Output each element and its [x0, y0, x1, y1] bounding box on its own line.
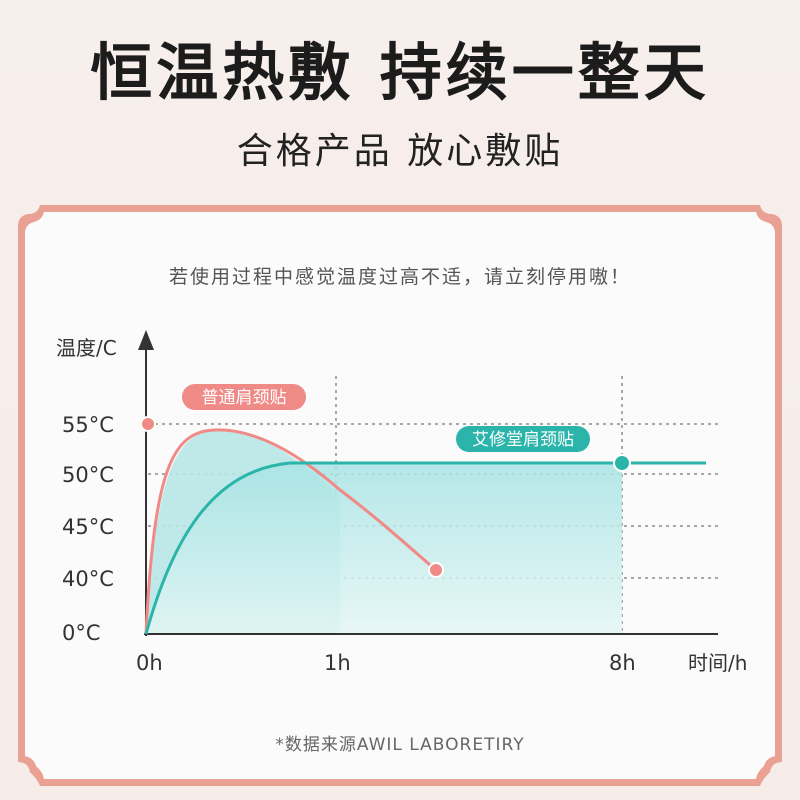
- legend-aixiutang-label: 艾修堂肩颈贴: [472, 430, 574, 450]
- page-subtitle: 合格产品 放心敷贴: [236, 131, 564, 172]
- series-line-regular: [144, 428, 437, 635]
- axes: [138, 330, 718, 636]
- x-axis-label: 时间/h: [688, 651, 747, 675]
- y-axis-arrow: [138, 330, 154, 350]
- y-tick-45: 45°C: [62, 515, 114, 539]
- teal-area: [146, 463, 622, 634]
- data-source-footnote: *数据来源AWIL LABORETIRY: [275, 735, 525, 755]
- y-axis-label: 温度/C: [56, 336, 117, 360]
- usage-notice: 若使用过程中感觉温度过高不适，请立刻停用嗷！: [168, 266, 631, 288]
- page-title: 恒温热敷 持续一整天: [90, 36, 710, 109]
- series-line-aixiutang: [144, 461, 706, 635]
- legend-regular-label: 普通肩颈贴: [202, 388, 287, 408]
- marker-regular-start: [140, 416, 156, 432]
- x-tick-0h: 0h: [136, 651, 163, 675]
- legend-regular-tag: 普通肩颈贴: [182, 384, 306, 410]
- marker-aixiutang-8h: [613, 454, 631, 472]
- marker-regular-end: [428, 562, 444, 578]
- y-tick-50: 50°C: [62, 463, 114, 487]
- x-tick-8h: 8h: [609, 651, 636, 675]
- x-tick-1h: 1h: [324, 651, 351, 675]
- legend-aixiutang-tag: 艾修堂肩颈贴: [456, 426, 590, 452]
- y-tick-55: 55°C: [62, 413, 114, 437]
- y-tick-40: 40°C: [62, 567, 114, 591]
- y-tick-0: 0°C: [62, 621, 101, 645]
